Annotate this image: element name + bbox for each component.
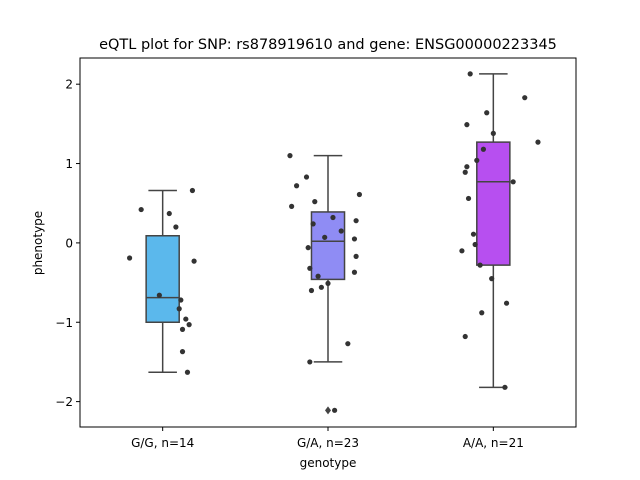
data-point [503,300,510,306]
y-tick-label: 1 [65,157,73,171]
x-tick-label: A/A, n=21 [463,436,524,450]
data-point [502,384,508,390]
chart-title: eQTL plot for SNP: rs878919610 and gene:… [99,37,557,53]
data-point [465,195,472,202]
data-point [338,228,344,234]
outlier-marker [325,406,331,415]
box-iqr [145,235,180,324]
x-axis: G/G, n=14 G/A, n=23 A/A, n=21 [131,427,524,450]
data-point [484,110,490,116]
data-point [490,130,496,136]
box-iqr [476,141,511,266]
data-point [489,276,495,282]
data-point [315,273,321,279]
data-point [351,269,358,275]
data-point [356,191,363,198]
data-point [179,349,186,355]
data-point [303,174,310,180]
data-point [462,333,468,340]
data-point [293,183,300,189]
data-point [307,359,313,365]
data-point [522,95,528,101]
data-point [166,210,172,217]
data-point [138,206,144,213]
data-point [345,341,351,347]
data-point [178,297,184,303]
data-point [191,258,197,264]
data-point [173,224,179,230]
data-point [186,322,192,328]
data-point [351,236,358,242]
y-axis: −2 −1 0 1 2 [55,78,80,409]
box-iqr [310,211,346,281]
data-point [127,255,133,261]
data-point [474,157,480,163]
data-point [330,214,336,221]
box-group [459,71,541,390]
box-group [127,187,197,375]
data-point [184,369,191,375]
data-point [322,234,328,240]
data-point [289,203,295,209]
y-axis-label: phenotype [31,211,45,275]
data-point [176,306,182,312]
data-point [353,218,359,224]
x-tick-label: G/A, n=23 [297,436,359,450]
data-point [318,284,324,290]
data-point [189,187,196,194]
data-point [179,326,186,332]
plot-area [127,71,541,415]
data-point [480,146,487,152]
data-point [535,139,541,145]
data-point [332,407,338,413]
y-tick-label: 2 [65,78,73,92]
data-point [459,248,465,254]
x-tick-label: G/G, n=14 [131,436,194,450]
data-point [287,153,293,159]
x-axis-label: genotype [300,456,357,470]
y-tick-label: −2 [55,395,73,409]
data-point [353,253,359,259]
data-point [477,262,483,268]
data-point [325,280,331,286]
data-point [470,231,477,237]
data-point [183,316,189,322]
data-point [462,169,468,175]
data-point [464,164,470,170]
y-tick-label: 0 [65,236,73,250]
data-point [479,310,485,316]
y-tick-label: −1 [55,316,73,330]
data-point [464,122,470,128]
data-point [307,265,313,271]
box-group [287,153,363,415]
data-point [310,221,316,227]
data-point [156,292,162,298]
data-point [305,245,311,251]
data-point [510,179,516,185]
data-point [467,71,473,77]
data-point [472,241,478,248]
data-point [312,199,318,205]
data-point [308,287,315,294]
